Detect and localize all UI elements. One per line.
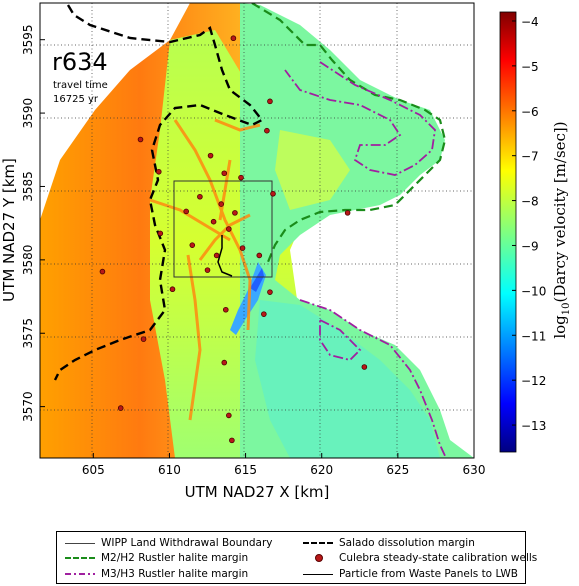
m3h3-halite-margin-loop [319, 318, 362, 361]
y-axis-ticks: 3570 3575 3580 3585 3590 3595 [21, 24, 45, 422]
high-velocity-channels [149, 118, 261, 421]
y-axis-label: UTM NAD27 Y [km] [0, 158, 18, 302]
calibration-well [238, 174, 244, 181]
y-tick-label: 3585 [21, 171, 35, 202]
calibration-well [183, 208, 189, 215]
colorbar-tick-label: −12 [521, 374, 546, 388]
x-tick-label: 615 [234, 463, 257, 477]
low-velocity-core [250, 268, 264, 292]
calibration-well [221, 359, 228, 366]
colorbar-tick-label: −9 [521, 239, 539, 253]
velocity-map [40, 3, 474, 458]
calibration-well [213, 252, 220, 259]
colorbar [499, 11, 517, 453]
colorbar-tick-label: −5 [521, 60, 539, 74]
legend-item-wells: Culebra steady-state calibration wells [303, 551, 537, 565]
run-label: r634 [52, 48, 108, 76]
x-tick-label: 610 [158, 463, 181, 477]
legend-item-m2h2: M2/H2 Rustler halite margin [65, 551, 248, 565]
colorbar-tick-label: −7 [521, 150, 539, 164]
calibration-well [226, 226, 232, 232]
y-tick-label: 3590 [21, 98, 35, 129]
wipp-land-withdrawal-boundary [173, 180, 273, 278]
y-tick-label: 3580 [21, 245, 35, 276]
colorbar-tick-label: −11 [521, 329, 546, 343]
grid [40, 3, 474, 458]
calibration-well [218, 201, 225, 207]
calibration-well [207, 152, 214, 159]
yellow-east-patch [275, 130, 350, 210]
m2h2-halite-margin [251, 3, 447, 263]
colorbar-tick-label: −4 [521, 15, 539, 29]
cyan-patches [255, 300, 440, 458]
particle-path [217, 235, 233, 277]
calibration-well [210, 218, 217, 225]
x-tick-label: 605 [82, 463, 105, 477]
calibration-well [157, 230, 164, 237]
calibration-well [267, 289, 273, 295]
colorbar-label: log10(Darcy velocity [m/sec]) [551, 121, 572, 338]
plot-frame [39, 2, 475, 459]
calibration-well [267, 98, 273, 105]
calibration-well [204, 267, 211, 273]
calibration-well [264, 127, 270, 134]
calibration-well [140, 336, 147, 342]
salado-dissolution-margin [53, 4, 264, 381]
m3h3-halite-margin-north [284, 61, 436, 176]
calibration-well [137, 136, 144, 143]
m3h3-halite-margin-south [299, 299, 447, 458]
calibration-well [239, 245, 246, 251]
legend-item-boundary: WIPP Land Withdrawal Boundary [65, 536, 273, 550]
colorbar-tick-label: −10 [521, 284, 546, 298]
colorbar-tick-label: −13 [521, 419, 546, 433]
x-tick-label: 625 [386, 463, 409, 477]
colorbar-ticks: −4 −5 −6 −7 −8 −9 −10 −11 −12 −13 [512, 15, 546, 433]
colorbar-tick-label: −8 [521, 195, 539, 209]
y-tick-label: 3575 [21, 318, 35, 349]
legend-item-particle: Particle from Waste Panels to LWB [303, 567, 518, 581]
travel-time-value: 16725 yr [53, 94, 99, 105]
x-tick-label: 630 [463, 463, 486, 477]
travel-time-label: travel time [53, 80, 108, 91]
calibration-well [270, 191, 276, 197]
calibration-well [226, 412, 232, 419]
calibration-well [256, 252, 263, 259]
calibration-well [230, 35, 237, 42]
calibration-well [221, 170, 228, 177]
colorbar-tick-label: −6 [521, 105, 539, 119]
calibration-well [189, 242, 196, 248]
calibration-well [99, 268, 106, 275]
figure: r634 travel time 16725 yr 605 610 615 620 62… [0, 2, 572, 501]
calibration-well [169, 286, 176, 293]
x-axis-ticks: 605 610 615 620 625 630 [82, 453, 486, 477]
calibration-well [197, 193, 203, 200]
x-axis-label: UTM NAD27 X [km] [185, 483, 330, 501]
calibration-wells [99, 35, 368, 444]
x-tick-label: 620 [310, 463, 333, 477]
calibration-well [222, 306, 229, 313]
calibration-well [232, 210, 238, 216]
y-tick-label: 3570 [21, 391, 35, 422]
calibration-well [155, 168, 162, 175]
legend-item-salado: Salado dissolution margin [303, 536, 475, 550]
legend: WIPP Land Withdrawal Boundary Salado dis… [56, 531, 537, 584]
calibration-well [229, 437, 235, 444]
calibration-well [261, 311, 267, 317]
y-tick-label: 3595 [21, 24, 35, 55]
calibration-well [361, 364, 368, 370]
legend-item-m3h3: M3/H3 Rustler halite margin [65, 567, 248, 581]
calibration-well [344, 210, 351, 216]
calibration-well [117, 405, 124, 411]
